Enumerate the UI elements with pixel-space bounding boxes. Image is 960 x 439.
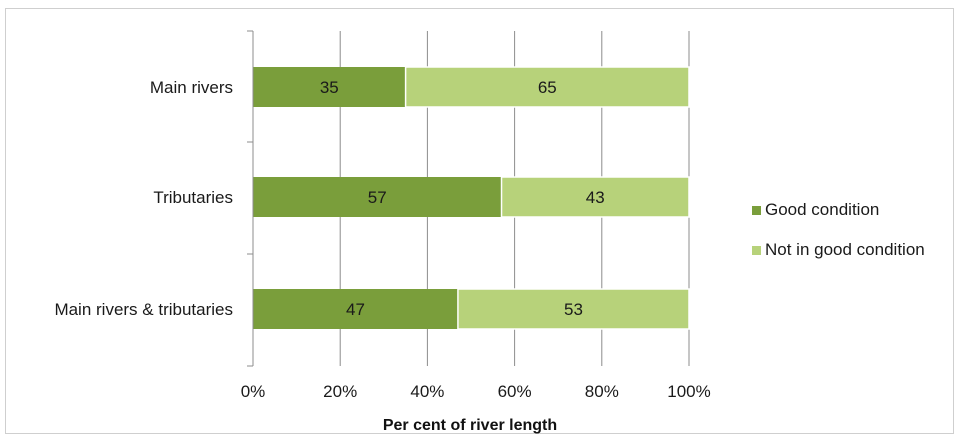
bar-segment bbox=[253, 67, 406, 107]
labels: 0% 20% 40% 60% 80% 100% 35 65 Main rivers 57 43 Tri… bbox=[54, 78, 710, 401]
bar-value-label: 47 bbox=[346, 300, 365, 319]
legend-label: Not in good condition bbox=[765, 240, 925, 259]
bar-segment bbox=[253, 177, 502, 217]
legend-swatch bbox=[752, 246, 761, 255]
axes bbox=[247, 30, 254, 367]
legend: Good condition Not in good condition bbox=[752, 200, 925, 259]
x-tick-label: 20% bbox=[323, 382, 357, 401]
x-tick-label: 80% bbox=[585, 382, 619, 401]
x-tick-label: 60% bbox=[498, 382, 532, 401]
bar-segment bbox=[500, 176, 690, 218]
bar-segment bbox=[253, 289, 458, 329]
bars bbox=[253, 66, 690, 330]
x-axis-title: Per cent of river length bbox=[383, 417, 557, 434]
bar-value-label: 53 bbox=[564, 300, 583, 319]
bar-value-label: 43 bbox=[586, 188, 605, 207]
bar-value-label: 35 bbox=[320, 78, 339, 97]
x-tick-label: 40% bbox=[410, 382, 444, 401]
bar-value-label: 57 bbox=[368, 188, 387, 207]
legend-label: Good condition bbox=[765, 200, 879, 219]
legend-swatch bbox=[752, 206, 761, 215]
category-label: Tributaries bbox=[153, 188, 233, 207]
bar-value-label: 65 bbox=[538, 78, 557, 97]
bar-segment bbox=[457, 288, 690, 330]
bar-segment bbox=[404, 66, 690, 108]
x-tick-label: 0% bbox=[241, 382, 266, 401]
category-label: Main rivers bbox=[150, 78, 233, 97]
x-tick-label: 100% bbox=[667, 382, 710, 401]
category-label: Main rivers & tributaries bbox=[54, 300, 233, 319]
